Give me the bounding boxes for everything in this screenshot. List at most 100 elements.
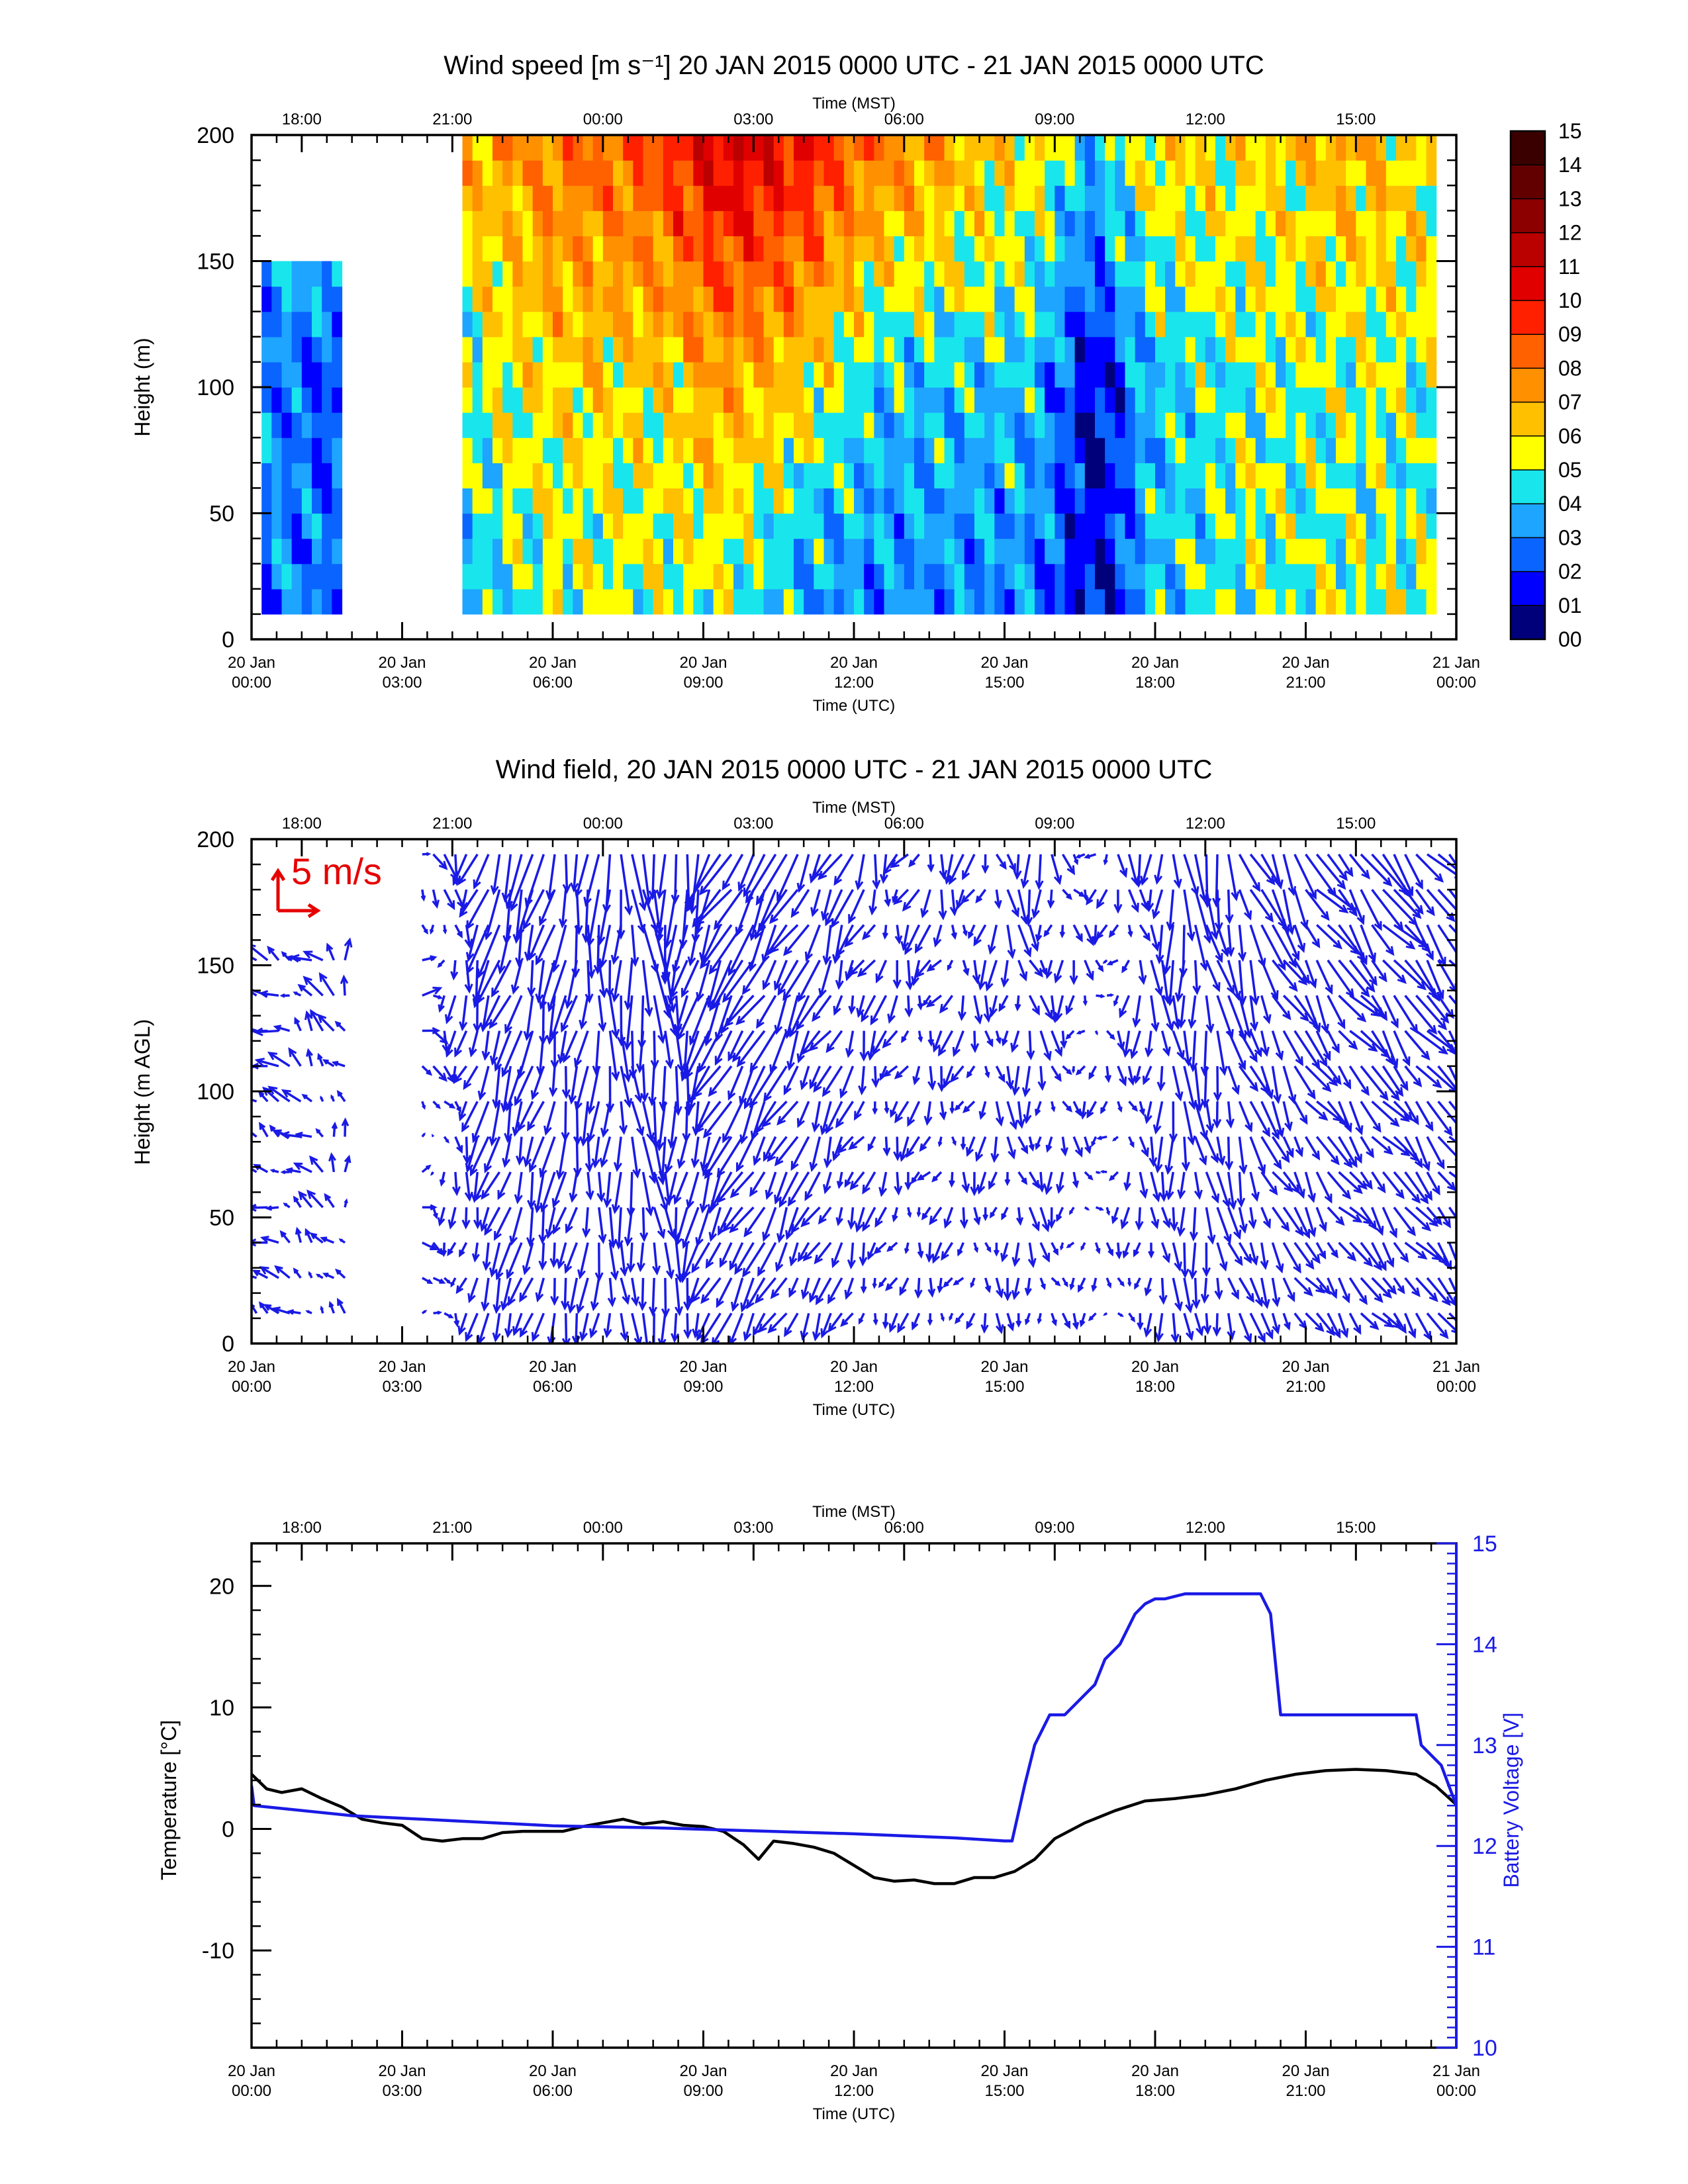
wind-vector-head — [818, 1214, 827, 1225]
wind-vector — [517, 1101, 534, 1131]
wind-vector-head — [1353, 1185, 1363, 1195]
heatmap-cell — [1276, 286, 1286, 312]
wind-vector — [518, 1136, 523, 1163]
wind-vector — [651, 1277, 655, 1314]
heatmap-cell — [984, 463, 995, 488]
wind-vector-head — [1261, 1298, 1270, 1310]
wind-vector-head — [481, 1050, 491, 1061]
heatmap-cell — [804, 588, 814, 615]
heatmap-cell — [843, 236, 855, 262]
heatmap-cell — [1165, 437, 1176, 463]
heatmap-cell — [1155, 588, 1166, 615]
wind-vector — [1393, 1206, 1416, 1236]
heatmap-cell — [743, 488, 754, 514]
wind-vector — [298, 1191, 313, 1208]
heatmap-cell — [773, 588, 784, 615]
wind-vector-head — [1312, 1023, 1321, 1033]
heatmap-cell — [1315, 135, 1327, 161]
wind-vector — [884, 1136, 888, 1155]
wind-vector — [337, 1299, 346, 1314]
wind-vector-head — [1233, 990, 1241, 1001]
wind-vector — [782, 959, 810, 1000]
wind-vector-head — [553, 1224, 561, 1235]
heatmap-cell — [984, 538, 995, 565]
heatmap-cell — [804, 311, 814, 338]
utc-tick-time: 03:00 — [382, 674, 422, 692]
wind-vector-head — [743, 887, 751, 898]
heatmap-cell — [804, 210, 814, 236]
heatmap-cell — [823, 336, 835, 363]
wind-vector-head — [1185, 1330, 1194, 1342]
wind-vector-head — [788, 1288, 797, 1298]
heatmap-cell — [1376, 387, 1387, 413]
heatmap-cell — [472, 185, 483, 211]
utc-tick-time: 00:00 — [232, 674, 271, 692]
heatmap-cell — [1215, 387, 1226, 413]
heatmap-cell — [522, 311, 534, 338]
wind-vector-head — [423, 929, 428, 935]
heatmap-cell — [312, 336, 322, 363]
wind-vector — [1305, 1277, 1325, 1293]
wind-vector-head — [856, 1007, 865, 1019]
wind-vector-head — [911, 976, 919, 987]
wind-vector-head — [1438, 1046, 1448, 1055]
heatmap-cell — [492, 563, 503, 590]
heatmap-cell — [814, 361, 825, 388]
heatmap-cell — [763, 412, 774, 438]
heatmap-cell — [1255, 412, 1266, 438]
wind-vector-head — [990, 1153, 1000, 1163]
wind-vector — [1194, 1277, 1198, 1307]
wind-vector — [681, 960, 700, 997]
heatmap-cell — [553, 513, 563, 539]
wind-vector-head — [1349, 1158, 1358, 1168]
heatmap-cell — [1406, 210, 1417, 236]
wind-vector-head — [1383, 1319, 1394, 1328]
wind-vector — [716, 995, 733, 1040]
heatmap-cell — [592, 361, 604, 388]
wind-vector — [805, 924, 821, 960]
wind-vector-head — [439, 1179, 445, 1187]
heatmap-cell — [301, 538, 312, 565]
wind-vector-head — [1023, 947, 1032, 958]
wind-vector-head — [1042, 1252, 1051, 1263]
wind-vector — [1145, 1277, 1152, 1295]
heatmap-cell — [512, 387, 524, 413]
heatmap-cell — [1376, 513, 1387, 539]
wind-vector-head — [905, 980, 914, 991]
heatmap-cell — [512, 437, 524, 463]
wind-vector-head — [848, 914, 857, 925]
heatmap-cell — [1175, 336, 1186, 363]
heatmap-cell — [332, 588, 343, 615]
wind-vector-head — [938, 910, 947, 921]
heatmap-cell — [602, 387, 614, 413]
wind-vector — [856, 1206, 865, 1231]
heatmap-cell — [1385, 135, 1397, 161]
wind-vector — [1304, 960, 1317, 987]
wind-vector-head — [432, 1212, 438, 1220]
wind-vector — [1315, 853, 1346, 889]
heatmap-cell — [934, 185, 945, 211]
wind-vector-head — [1297, 1189, 1305, 1199]
wind-vector — [1150, 925, 1159, 950]
heatmap-cell — [804, 185, 814, 211]
heatmap-cell — [763, 185, 774, 211]
wind-vector — [804, 1171, 821, 1200]
wind-vector — [261, 992, 279, 997]
wind-vector-head — [477, 994, 485, 1005]
heatmap-cell — [1185, 387, 1196, 413]
mst-tick-label: 06:00 — [884, 111, 924, 128]
heatmap-cell — [683, 588, 694, 615]
wind-vector — [594, 1136, 600, 1167]
heatmap-cell — [794, 412, 804, 438]
wind-vector — [518, 1030, 534, 1078]
heatmap-cell — [1195, 513, 1206, 539]
wind-vector-head — [556, 1259, 565, 1270]
wind-vector — [810, 854, 821, 882]
heatmap-cell — [1045, 160, 1055, 186]
wind-vector-head — [1205, 1023, 1215, 1034]
heatmap-cell — [1255, 336, 1266, 363]
heatmap-cell — [823, 210, 835, 236]
wind-vector — [1282, 1136, 1294, 1157]
wind-vector-head — [603, 1198, 612, 1208]
wind-vector — [491, 1242, 501, 1276]
